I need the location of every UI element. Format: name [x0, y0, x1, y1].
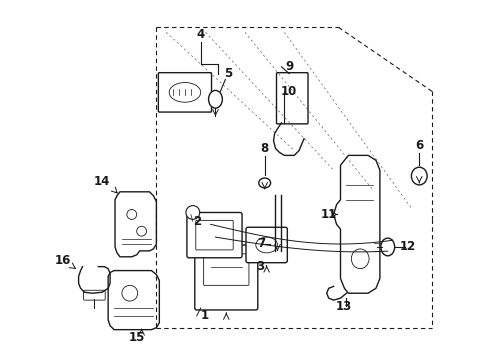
Text: 15: 15 [128, 331, 145, 344]
Ellipse shape [256, 237, 277, 253]
Circle shape [127, 210, 137, 219]
Polygon shape [108, 271, 159, 330]
Text: 1: 1 [200, 309, 209, 322]
Text: 4: 4 [196, 28, 205, 41]
FancyBboxPatch shape [195, 245, 258, 310]
Text: 2: 2 [193, 215, 201, 228]
Circle shape [137, 226, 147, 236]
FancyBboxPatch shape [187, 212, 242, 258]
Text: 10: 10 [281, 85, 297, 98]
Ellipse shape [169, 82, 201, 102]
Ellipse shape [412, 167, 427, 185]
Polygon shape [115, 192, 156, 257]
Ellipse shape [259, 178, 270, 188]
Text: 5: 5 [224, 67, 232, 80]
Text: 13: 13 [335, 300, 352, 312]
FancyBboxPatch shape [83, 290, 105, 300]
FancyBboxPatch shape [158, 73, 212, 112]
Text: 6: 6 [415, 139, 423, 152]
Text: 16: 16 [55, 254, 71, 267]
Text: 11: 11 [320, 208, 337, 221]
Text: 12: 12 [399, 240, 416, 253]
Ellipse shape [351, 249, 369, 269]
FancyBboxPatch shape [196, 220, 233, 250]
Text: 7: 7 [258, 238, 266, 251]
Text: 14: 14 [94, 175, 110, 189]
Text: 3: 3 [256, 260, 264, 273]
Text: 8: 8 [261, 142, 269, 155]
Ellipse shape [209, 90, 222, 108]
FancyBboxPatch shape [276, 73, 308, 124]
Ellipse shape [381, 238, 394, 256]
Circle shape [122, 285, 138, 301]
FancyBboxPatch shape [246, 227, 287, 263]
Text: 9: 9 [285, 60, 294, 73]
Polygon shape [334, 156, 380, 293]
Circle shape [186, 206, 200, 219]
FancyBboxPatch shape [204, 254, 249, 285]
